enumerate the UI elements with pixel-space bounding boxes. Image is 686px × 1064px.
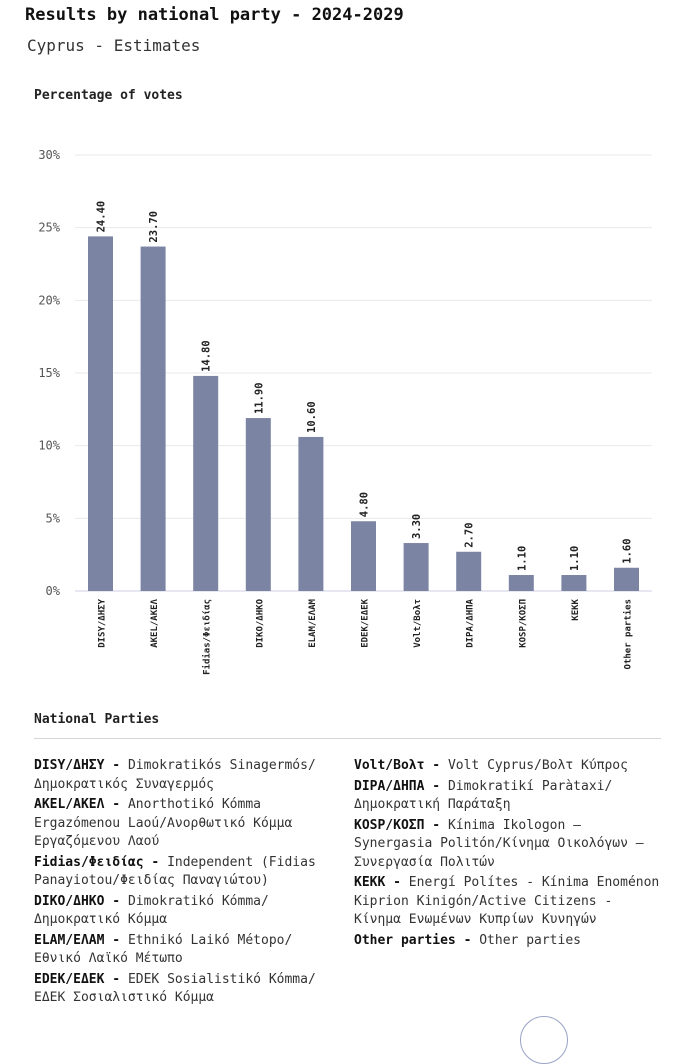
legend-item: KOSP/ΚΟΣΠ - Kínima Ikologon — Synergasia… (354, 817, 664, 873)
legend-code: ELAM/ΕΛΑΜ (34, 932, 105, 948)
x-tick-label: Other parties (623, 599, 634, 669)
bar-value-label: 2.70 (464, 522, 476, 547)
legend-item: Volt/Βολτ - Volt Cyprus/Βολτ Κύπρος (354, 757, 664, 776)
x-tick-label: DIKO/ΔΗΚΟ (255, 598, 265, 647)
y-axis-label: Percentage of votes (34, 88, 183, 103)
bar-value-label: 3.30 (411, 514, 423, 539)
legend-item: Fidias/Φειδίας - Independent (Fidias Pan… (34, 854, 342, 891)
y-tick-label: 0% (46, 584, 61, 598)
legend-column-right: Volt/Βολτ - Volt Cyprus/Βολτ Κύπρος DIPA/… (354, 757, 664, 952)
bar (508, 575, 534, 591)
legend-separator: - (104, 797, 128, 812)
legend-item: KEKK - Energí Polítes - Kínima Enoménon … (354, 874, 664, 930)
x-tick-label: DISY/ΔΗΣΥ (98, 598, 108, 647)
legend-description: Volt Cyprus/Βολτ Κύπρος (447, 758, 628, 773)
seal-icon (520, 1016, 568, 1064)
legend-separator: - (104, 932, 128, 948)
legend-code: Volt/Βολτ (354, 758, 425, 773)
x-tick-label: KOSP/ΚΟΣΠ (518, 599, 528, 648)
legend-separator: - (104, 971, 128, 987)
legend-description: EDEK Sosialistikó Kómma/ ΕΔΕΚ Σοσιαλιστι… (34, 971, 316, 1006)
legend-item: AKEL/ΑΚΕΛ - Anorthotikó Kómma Ergazómeno… (34, 796, 342, 852)
bar (403, 543, 429, 591)
legend-code: DIPA/ΔΗΠΑ (354, 778, 425, 794)
bar-value-label: 11.90 (253, 382, 265, 414)
bar (456, 551, 482, 591)
legend-description: Anorthotikó Kómma Ergazómenou Laoú/Ανορθ… (34, 797, 293, 849)
legend-separator: - (455, 932, 480, 948)
legend-separator: - (385, 875, 409, 890)
bar (193, 375, 219, 591)
legend-separator: - (104, 758, 128, 773)
legend-description: Ethnikó Laikó Métopo/ Εθνικό Λαϊκό Μέτωπ… (34, 932, 293, 967)
legend-code: Fidias/Φειδίας (34, 854, 144, 870)
legend-separator: - (424, 817, 448, 833)
legend-description: Independent (Fidias Panayiotou/Φειδίας Π… (34, 854, 316, 889)
legend-description: Dimokratikós Sinagermós/ Δημοκρατικός Συ… (34, 758, 316, 792)
legend-separator: - (424, 778, 448, 794)
legend-item: DIKO/ΔΗΚΟ - Dimokratikó Kómma/ Δημοκρατι… (34, 893, 342, 930)
bar (351, 521, 376, 591)
page-title: Results by national party - 2024-2029 (25, 5, 404, 25)
legend-description: Dimokratikí Paràtaxi/ Δημοκρατική Παράτα… (354, 778, 613, 813)
y-tick-label: 15% (38, 366, 60, 380)
legend-code: KOSP/ΚΟΣΠ (354, 817, 425, 833)
x-tick-label: EDEK/ΕΔΕΚ (361, 598, 371, 647)
legend-description: Dimokratikó Kómma/ Δημοκρατικό Κόμμα (34, 893, 269, 928)
x-tick-label: Volt/Βολτ (413, 599, 423, 648)
legend-code: AKEL/ΑΚΕΛ (34, 797, 105, 812)
x-tick-label: KEKK (571, 598, 581, 620)
legend-code: DISY/ΔΗΣΥ (34, 758, 105, 773)
bar (614, 567, 639, 591)
y-tick-label: 30% (38, 148, 60, 162)
legend-description: Energí Polítes - Kínima Enoménon Kiprion… (354, 875, 660, 927)
legend-item: EDEK/ΕΔΕΚ - EDEK Sosialistikó Kómma/ ΕΔΕ… (34, 971, 342, 1008)
x-tick-label: AKEL/ΑΚΕΛ (150, 598, 160, 647)
y-tick-label: 25% (38, 221, 60, 235)
bar-value-label: 10.60 (306, 401, 318, 433)
page-subtitle: Cyprus - Estimates (27, 36, 201, 55)
legend-column-left: DISY/ΔΗΣΥ - Dimokratikós Sinagermós/ Δημ… (34, 757, 342, 1010)
legend-divider (34, 738, 661, 739)
legend-item: Other parties - Other parties (354, 932, 664, 951)
legend-separator: - (143, 854, 168, 870)
bar (245, 418, 271, 591)
bar-value-label: 1.60 (622, 538, 634, 563)
legend-description: Other parties (479, 932, 581, 948)
bar (298, 436, 324, 591)
legend-title: National Parties (34, 712, 160, 727)
bar (88, 236, 113, 591)
bar-value-label: 1.10 (516, 546, 528, 571)
bar-chart: 0% 5% 10% 15% 20% 25% 30% 24.40 DISY/ΔΗΣΥ 23.70 AK… (38, 148, 652, 675)
legend-code: EDEK/ΕΔΕΚ (34, 971, 105, 987)
legend-code: KEKK (354, 875, 386, 890)
bar-value-label: 4.80 (359, 492, 371, 517)
y-tick-label: 10% (38, 439, 60, 453)
legend-code: Other parties (354, 932, 456, 948)
x-tick-label: ELAM/ΕΛΑΜ (308, 598, 318, 647)
x-tick-label: Fidias/Φειδίας (202, 599, 213, 675)
y-tick-label: 5% (46, 511, 61, 525)
bar-value-label: 23.70 (148, 211, 160, 243)
legend-separator: - (424, 758, 448, 773)
bar (561, 575, 587, 591)
bar-value-label: 24.40 (96, 201, 108, 233)
legend-item: DISY/ΔΗΣΥ - Dimokratikós Sinagermós/ Δημ… (34, 757, 342, 794)
legend-item: DIPA/ΔΗΠΑ - Dimokratikí Paràtaxi/ Δημοκρ… (354, 778, 664, 815)
legend-separator: - (104, 893, 128, 909)
legend-description: Kínima Ikologon — Synergasia Politón/Κίν… (354, 817, 644, 870)
x-tick-label: DIPA/ΔΗΠΑ (466, 598, 476, 647)
legend-item: ELAM/ΕΛΑΜ - Ethnikó Laikó Métopo/ Εθνικό… (34, 932, 342, 969)
bar-value-label: 14.80 (201, 340, 213, 372)
bar-value-label: 1.10 (569, 546, 581, 571)
y-tick-label: 20% (38, 293, 60, 307)
bar (140, 246, 166, 591)
legend-code: DIKO/ΔΗΚΟ (34, 893, 105, 909)
